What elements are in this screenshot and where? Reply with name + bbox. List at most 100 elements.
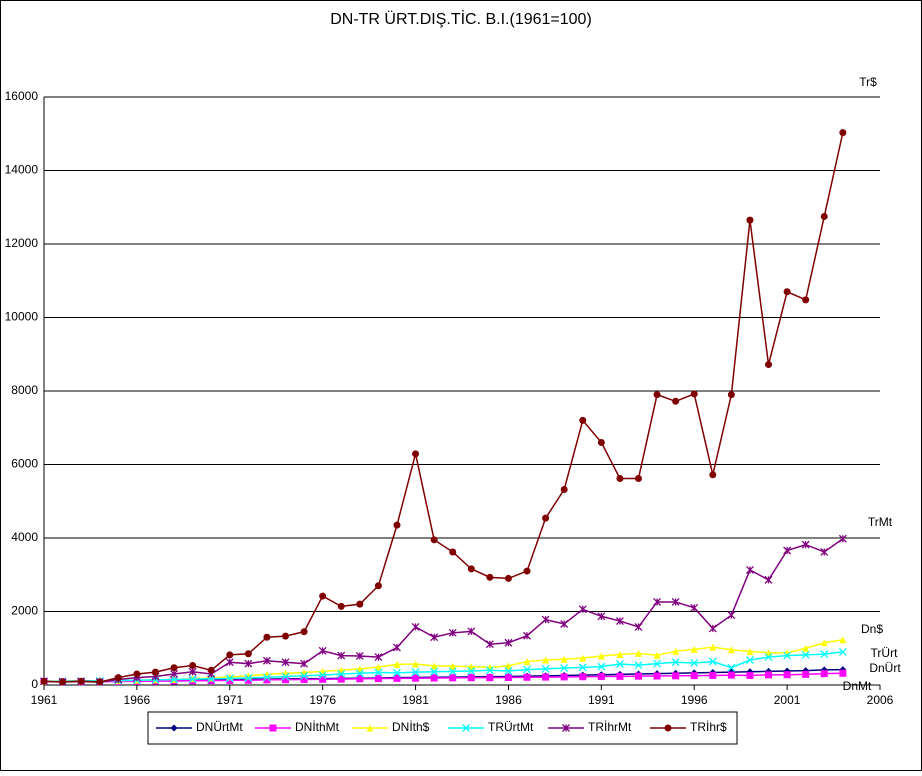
- marker: [765, 671, 773, 679]
- marker: [77, 677, 85, 685]
- annotation: TrÜrt: [871, 646, 899, 660]
- marker: [690, 672, 698, 680]
- y-tick-label: 2000: [11, 604, 38, 618]
- legend-label: DNİth$: [392, 720, 430, 734]
- marker: [523, 665, 531, 674]
- marker: [319, 675, 327, 683]
- marker: [597, 673, 605, 681]
- x-tick-label: 1986: [495, 693, 522, 707]
- marker: [282, 632, 290, 640]
- marker: [449, 662, 457, 670]
- marker: [802, 296, 810, 304]
- marker: [188, 667, 197, 676]
- marker: [579, 673, 587, 681]
- marker: [170, 670, 179, 678]
- y-tick-label: 12000: [5, 236, 39, 250]
- marker: [170, 664, 178, 672]
- marker: [727, 611, 736, 620]
- marker: [170, 724, 178, 732]
- marker: [462, 724, 470, 732]
- marker: [486, 573, 494, 581]
- marker: [467, 667, 476, 675]
- marker: [709, 471, 717, 479]
- marker: [318, 671, 327, 680]
- marker: [262, 673, 271, 682]
- marker: [263, 633, 271, 641]
- marker: [300, 628, 308, 636]
- marker: [356, 675, 364, 683]
- marker: [727, 671, 735, 679]
- marker: [838, 534, 847, 543]
- marker: [485, 640, 494, 649]
- marker: [430, 536, 438, 544]
- marker: [430, 667, 439, 676]
- marker: [374, 582, 382, 590]
- marker: [745, 566, 754, 574]
- marker: [802, 670, 810, 678]
- marker: [664, 724, 672, 732]
- marker: [727, 663, 736, 672]
- marker: [374, 675, 382, 683]
- marker: [300, 671, 309, 680]
- marker: [839, 636, 847, 644]
- marker: [504, 673, 512, 681]
- marker: [226, 651, 234, 659]
- marker: [820, 650, 829, 659]
- x-tick-label: 1971: [216, 693, 243, 707]
- marker: [708, 624, 717, 633]
- marker: [560, 485, 568, 493]
- marker: [393, 674, 401, 682]
- marker: [802, 644, 810, 652]
- marker: [337, 675, 345, 683]
- marker: [597, 662, 606, 671]
- marker: [672, 672, 680, 680]
- marker: [690, 645, 698, 653]
- annotation: Tr$: [859, 75, 877, 89]
- legend-label: TRİhrMt: [588, 720, 632, 734]
- x-tick-label: 2001: [774, 693, 801, 707]
- marker: [634, 672, 642, 680]
- marker: [541, 615, 550, 624]
- marker: [96, 678, 104, 686]
- legend-label: TRİhr$: [690, 720, 727, 734]
- marker: [133, 670, 141, 678]
- x-tick-label: 1991: [588, 693, 615, 707]
- x-tick-label: 1961: [31, 693, 58, 707]
- marker: [578, 663, 587, 672]
- marker: [356, 600, 364, 608]
- marker: [244, 659, 253, 668]
- marker: [412, 674, 420, 682]
- marker: [783, 651, 792, 660]
- legend-box: [147, 711, 738, 745]
- marker: [374, 663, 382, 671]
- marker: [690, 390, 698, 398]
- marker: [542, 673, 550, 681]
- marker: [746, 648, 754, 656]
- marker: [671, 597, 680, 606]
- marker: [801, 540, 810, 549]
- marker: [355, 652, 364, 660]
- marker: [653, 597, 662, 606]
- marker: [393, 521, 401, 529]
- marker: [653, 651, 661, 659]
- marker: [300, 675, 308, 683]
- y-tick-label: 0: [31, 677, 38, 691]
- marker: [820, 670, 828, 678]
- marker: [709, 671, 717, 679]
- marker: [281, 672, 290, 681]
- legend-label: DNÜrtMt: [196, 720, 243, 734]
- chart-title: DN-TR ÜRT.DIŞ.TİC. B.I.(1961=100): [330, 9, 592, 28]
- marker: [653, 659, 662, 668]
- marker: [318, 646, 327, 655]
- marker: [746, 216, 754, 224]
- marker: [393, 668, 401, 677]
- marker: [244, 674, 253, 682]
- marker: [783, 546, 792, 555]
- marker: [393, 643, 401, 652]
- marker: [708, 657, 717, 666]
- marker: [746, 671, 754, 679]
- marker: [616, 672, 624, 680]
- marker: [337, 651, 346, 660]
- marker: [523, 567, 531, 575]
- marker: [412, 450, 420, 458]
